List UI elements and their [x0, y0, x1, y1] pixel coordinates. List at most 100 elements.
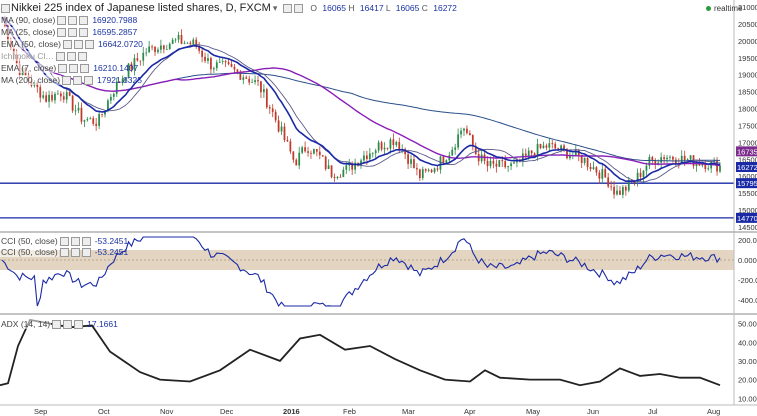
settings-icon[interactable] — [66, 51, 76, 61]
eye-icon[interactable] — [62, 75, 72, 85]
candle-body — [569, 155, 571, 159]
candle-body — [672, 156, 674, 160]
close-icon[interactable] — [85, 39, 94, 49]
settings-icon[interactable] — [294, 3, 304, 13]
indicator-row-ma25[interactable]: MA (25, close) 16595.2857 — [0, 27, 137, 37]
candle-body — [248, 78, 251, 83]
candle-body — [460, 130, 462, 135]
eye-icon[interactable] — [52, 319, 62, 329]
candle-body — [368, 153, 371, 160]
candle-body — [427, 169, 430, 171]
indicator-label: Ichimoku Cl… — [0, 51, 55, 61]
indicator-row-ema50[interactable]: EMA (50, close) 16642.0720 — [0, 39, 143, 49]
candle-body — [695, 162, 698, 167]
settings-icon[interactable] — [68, 15, 78, 25]
indicator-row-ema7[interactable]: EMA (7, close) 16210.1407 — [0, 63, 138, 73]
time-tick-label: Jul — [648, 407, 658, 416]
settings-icon[interactable] — [74, 39, 83, 49]
collapse-icon[interactable] — [1, 3, 10, 13]
cci-legend-1[interactable]: CCI (50, close) -53.2451 — [0, 236, 128, 246]
close-icon[interactable] — [81, 247, 91, 257]
eye-icon[interactable] — [57, 27, 67, 37]
settings-icon[interactable] — [70, 247, 80, 257]
indicator-row-ichimoku[interactable]: Ichimoku Cl… — [0, 51, 88, 61]
candle-body — [339, 176, 342, 178]
indicator-value: 16210.1407 — [93, 63, 139, 73]
eye-icon[interactable] — [58, 63, 68, 73]
indicator-row-ma90[interactable]: MA (90, close) 16920.7988 — [0, 15, 137, 25]
price-tick-label: 16000 — [738, 172, 757, 181]
candle-body — [533, 153, 536, 157]
candle-body — [127, 63, 130, 78]
ma90-line — [1, 16, 721, 167]
candle-body — [468, 133, 471, 136]
eye-icon[interactable] — [283, 3, 293, 13]
eye-icon[interactable] — [59, 247, 69, 257]
cci-pane[interactable] — [0, 236, 734, 308]
candle-body — [607, 177, 610, 187]
candle-body — [233, 66, 236, 70]
candle-body — [410, 159, 412, 164]
price-axis[interactable]: 21000 20500 20000 19500 19000 18500 18000 17500… — [736, 3, 757, 232]
settings-icon[interactable] — [63, 319, 73, 329]
candle-body — [310, 152, 312, 154]
eye-icon[interactable] — [57, 15, 67, 25]
candle-body — [254, 80, 256, 83]
close-icon[interactable] — [77, 51, 87, 61]
candle-body — [613, 186, 615, 195]
indicator-label: EMA (7, close) — [0, 63, 58, 73]
candle-body — [174, 39, 177, 41]
settings-icon[interactable] — [73, 75, 83, 85]
candle-body — [663, 157, 665, 160]
candle-body — [330, 165, 333, 177]
cci-tick-label: 0.0000 — [738, 256, 757, 265]
cci-tick-label: -400.0000 — [738, 296, 757, 305]
candle-body — [489, 160, 492, 167]
close-icon[interactable] — [74, 319, 84, 329]
settings-icon[interactable] — [70, 236, 80, 246]
candle-body — [48, 94, 50, 102]
candle-body — [207, 58, 209, 61]
candle-body — [622, 187, 624, 195]
eye-icon[interactable] — [63, 39, 72, 49]
candle-body — [601, 169, 604, 179]
time-axis[interactable]: Sep Oct Nov Dec 2016 Feb Mar Apr May Jun Jul Aug — [34, 407, 720, 416]
candle-body — [139, 60, 142, 62]
cci-tick-label: 200.0000 — [738, 236, 757, 245]
close-icon[interactable] — [81, 236, 91, 246]
price-tag — [736, 162, 757, 173]
close-icon[interactable] — [79, 27, 89, 37]
candle-body — [154, 46, 156, 53]
settings-icon[interactable] — [69, 63, 79, 73]
price-tick-label: 20000 — [738, 37, 757, 46]
candle-body — [504, 161, 507, 168]
cci-legend-2[interactable]: CCI (50, close) -53.2451 — [0, 247, 128, 257]
candle-body — [95, 123, 98, 126]
candle-body — [257, 80, 259, 82]
candle-body — [77, 107, 80, 111]
candle-body — [363, 155, 365, 161]
eye-icon[interactable] — [55, 51, 65, 61]
eye-icon[interactable] — [59, 236, 69, 246]
adx-pane[interactable] — [0, 318, 721, 387]
indicator-value: 16920.7988 — [92, 15, 138, 25]
candle-body — [83, 120, 86, 122]
candle-body — [210, 58, 212, 70]
candle-body — [451, 149, 454, 156]
indicator-label: EMA (50, close) — [0, 39, 62, 49]
indicator-row-ma200[interactable]: MA (200, close) 17921.8325 — [0, 75, 142, 85]
settings-icon[interactable] — [68, 27, 78, 37]
price-tick-label: 19500 — [738, 54, 757, 63]
close-icon[interactable] — [80, 63, 90, 73]
adx-legend[interactable]: ADX (14, 14) 17.1661 — [0, 319, 118, 329]
close-icon[interactable] — [84, 75, 94, 85]
candle-body — [57, 93, 59, 95]
candle-body — [86, 119, 89, 121]
candle-body — [59, 93, 62, 97]
close-icon[interactable] — [79, 15, 89, 25]
candle-body — [65, 92, 68, 100]
candle-body — [289, 141, 292, 152]
dropdown-icon[interactable]: ▾ — [272, 2, 278, 13]
candle-body — [539, 143, 542, 149]
